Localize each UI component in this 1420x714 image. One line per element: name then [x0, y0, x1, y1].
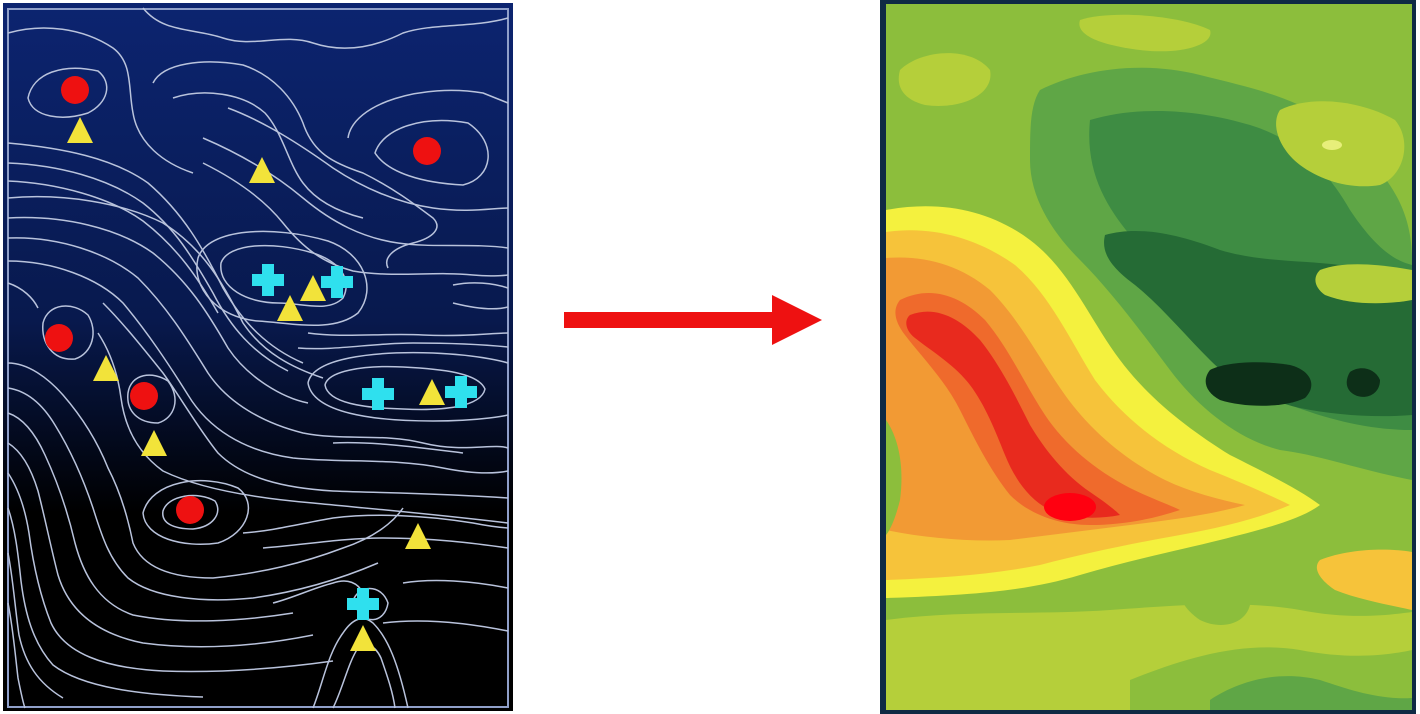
cyan-cross-marker-icon — [362, 378, 394, 410]
yellow-triangle-marker-icon — [419, 379, 445, 405]
circle-markers — [45, 76, 441, 524]
contour-lines — [7, 7, 509, 709]
red-circle-marker-icon — [413, 137, 441, 165]
cyan-cross-marker-icon — [321, 266, 353, 298]
heatmap-panel — [880, 0, 1416, 714]
yellow-triangle-marker-icon — [249, 157, 275, 183]
cyan-cross-marker-icon — [347, 588, 379, 620]
red-circle-marker-icon — [130, 382, 158, 410]
right-arrow-icon — [564, 295, 822, 345]
yellow-triangle-marker-icon — [300, 275, 326, 301]
triangle-markers — [67, 117, 445, 651]
heatmap-bands — [886, 4, 1412, 710]
red-circle-marker-icon — [61, 76, 89, 104]
contour-map-frame — [7, 8, 509, 708]
yellow-triangle-marker-icon — [93, 355, 119, 381]
yellow-triangle-marker-icon — [141, 430, 167, 456]
red-circle-marker-icon — [176, 496, 204, 524]
cyan-cross-marker-icon — [252, 264, 284, 296]
yellow-triangle-marker-icon — [350, 625, 376, 651]
cyan-cross-marker-icon — [445, 376, 477, 408]
red-circle-marker-icon — [45, 324, 73, 352]
yellow-triangle-marker-icon — [405, 523, 431, 549]
cross-markers — [252, 264, 477, 620]
contour-map-panel — [3, 3, 513, 711]
yellow-triangle-marker-icon — [67, 117, 93, 143]
yellow-triangle-marker-icon — [277, 295, 303, 321]
